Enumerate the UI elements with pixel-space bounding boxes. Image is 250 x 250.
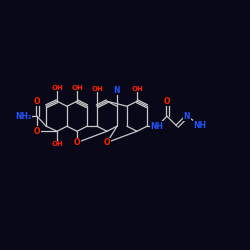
Text: NH₂: NH₂ [16,112,32,121]
Text: NH: NH [194,120,206,130]
Text: OH: OH [51,142,63,148]
Text: O: O [74,138,80,147]
Text: O: O [34,97,40,106]
Text: NH: NH [150,122,164,131]
Text: N: N [114,86,120,95]
Text: OH: OH [91,86,103,92]
Text: OH: OH [71,85,83,91]
Text: OH: OH [131,86,143,92]
Text: OH: OH [51,85,63,91]
Text: O: O [104,138,110,147]
Text: N: N [184,112,190,121]
Text: O: O [164,97,170,106]
Text: O: O [34,127,40,136]
